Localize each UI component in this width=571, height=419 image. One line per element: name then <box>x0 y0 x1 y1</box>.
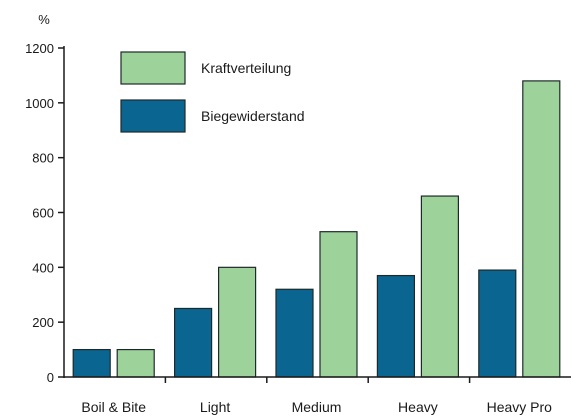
bar-biegewiderstand-4 <box>376 274 415 378</box>
bar-kraftverteilung-3 <box>319 231 358 378</box>
bar-biegewiderstand-2 <box>174 307 213 378</box>
x-category-label: Light <box>200 399 230 415</box>
y-tick-label: 1000 <box>25 96 54 111</box>
x-category-label: Medium <box>292 399 342 415</box>
bar-kraftverteilung-4 <box>420 195 459 378</box>
legend-label-biegewiderstand: Biegewiderstand <box>201 108 305 124</box>
y-tick-label: 600 <box>32 206 54 221</box>
y-tick-label: 400 <box>32 260 54 275</box>
y-tick-label: 1200 <box>25 41 54 56</box>
legend-swatch-kraftverteilung <box>120 51 186 85</box>
y-axis-ticks: 0 200 400 600 800 1000 1200 <box>25 41 64 385</box>
bar-biegewiderstand-1 <box>72 348 111 378</box>
x-axis-labels: Boil & Bite Light Medium Heavy Heavy Pro <box>81 399 552 415</box>
y-tick-label: 200 <box>32 315 54 330</box>
axes <box>63 46 571 383</box>
y-tick-label: 800 <box>32 151 54 166</box>
x-category-label: Heavy Pro <box>487 399 553 415</box>
legend-swatch-biegewiderstand <box>120 99 186 133</box>
bar-kraftverteilung-5 <box>522 80 561 378</box>
legend: Kraftverteilung Biegewiderstand <box>120 51 305 133</box>
x-category-label: Boil & Bite <box>81 399 146 415</box>
y-tick-label: 0 <box>47 370 54 385</box>
bar-biegewiderstand-5 <box>478 269 517 378</box>
bar-kraftverteilung-1 <box>116 348 155 378</box>
bar-kraftverteilung-2 <box>218 266 257 378</box>
bar-biegewiderstand-3 <box>275 288 314 378</box>
bars <box>72 80 561 378</box>
legend-label-kraftverteilung: Kraftverteilung <box>201 60 291 76</box>
y-axis-unit-label: % <box>38 12 50 27</box>
x-category-label: Heavy <box>398 399 438 415</box>
